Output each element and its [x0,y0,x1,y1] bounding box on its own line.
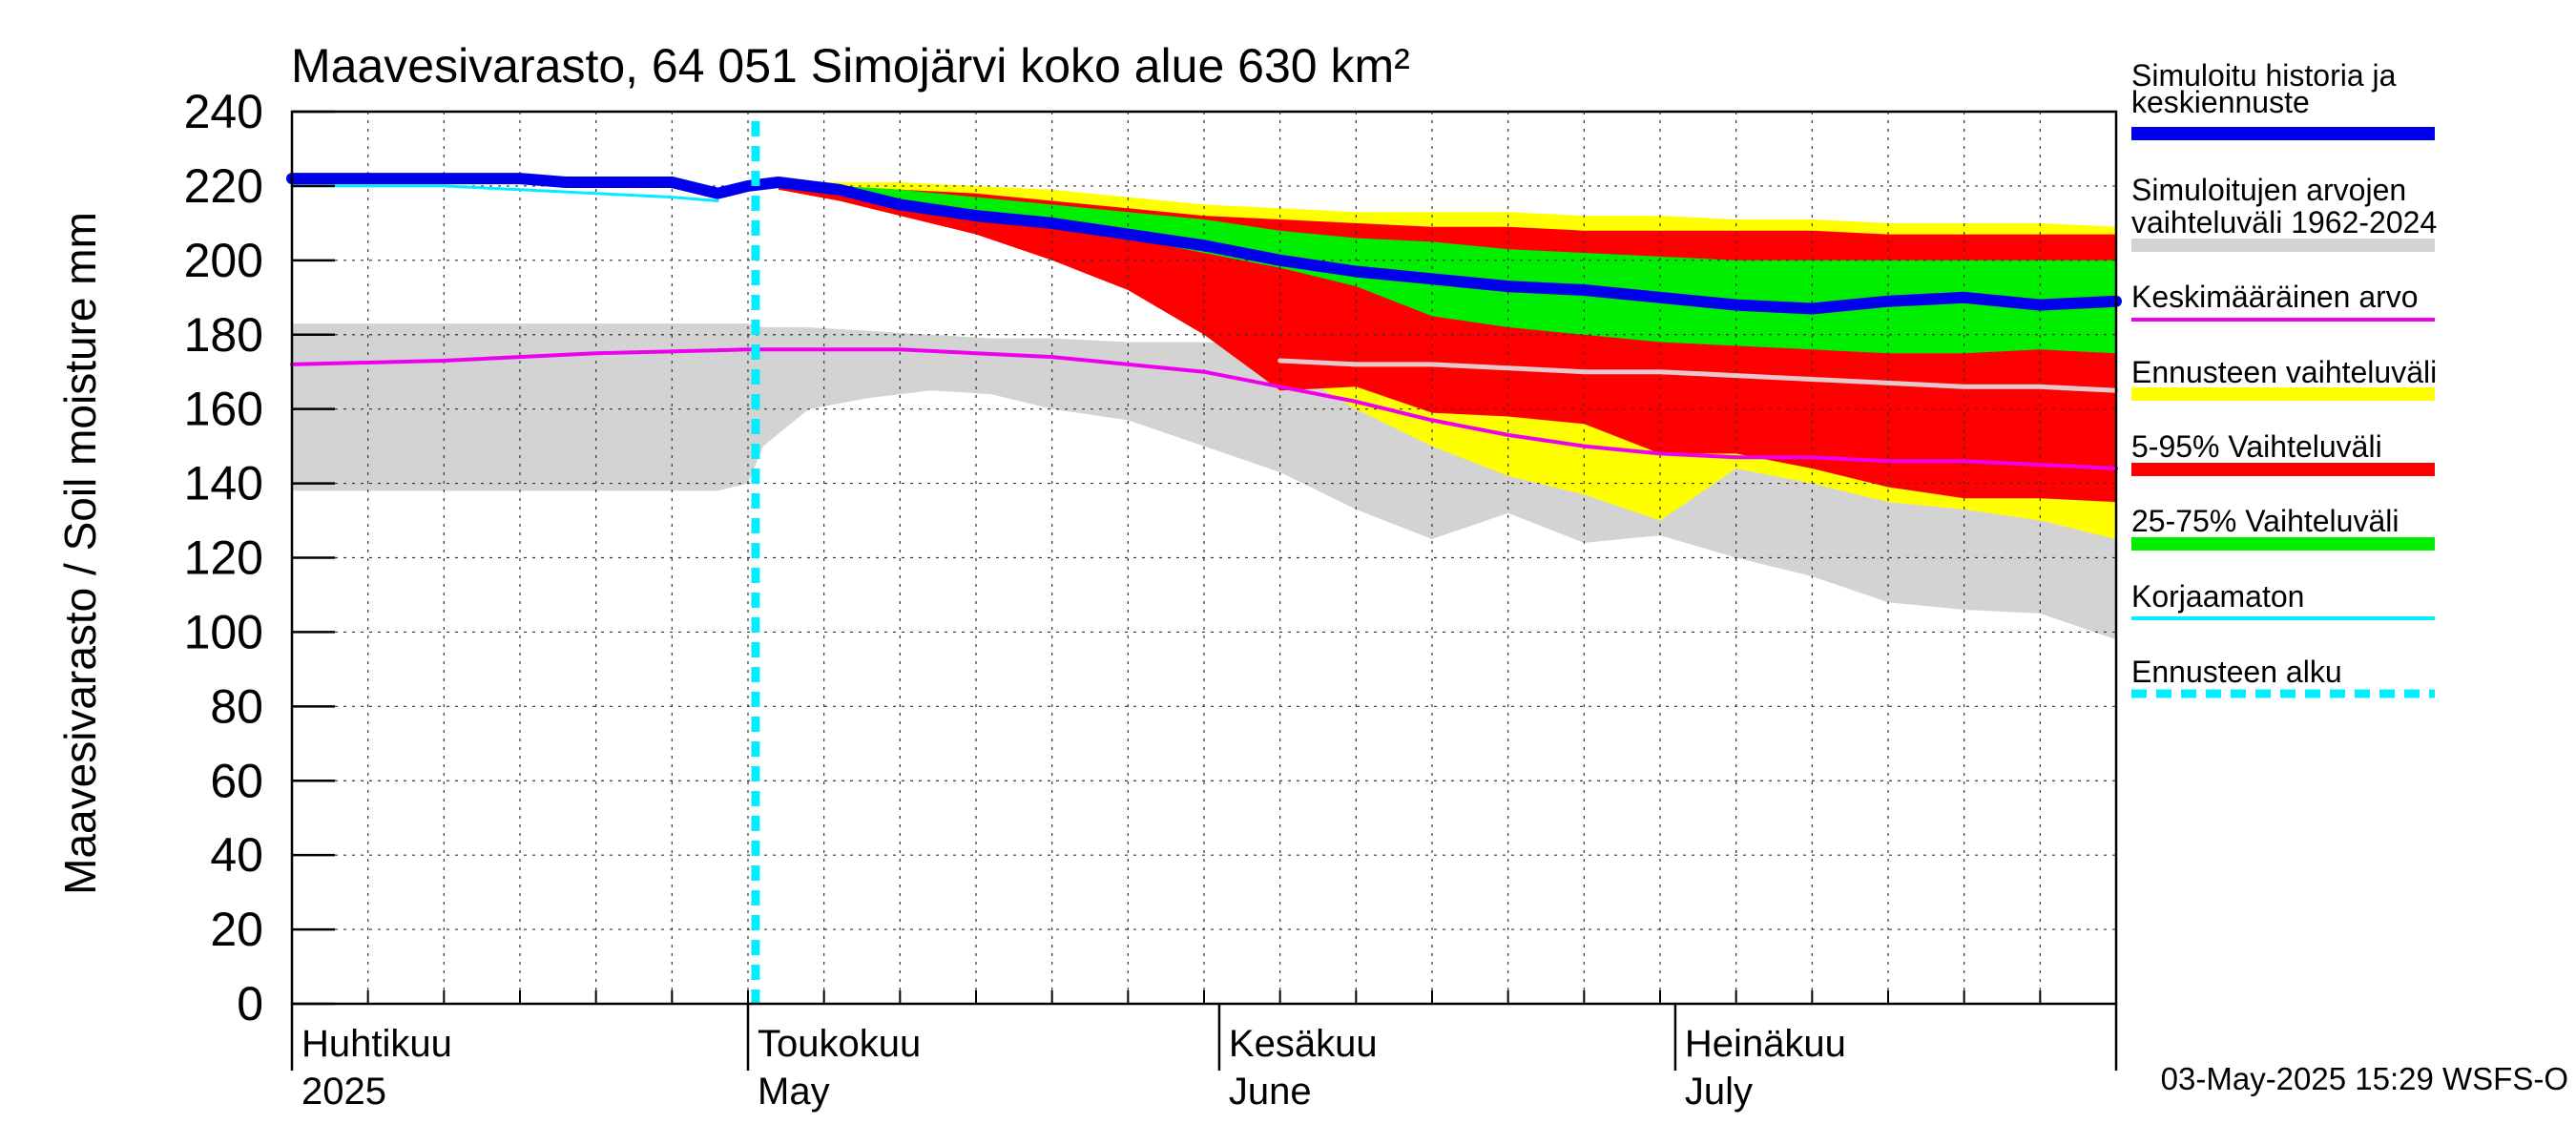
legend-label: vaihteluväli 1962-2024 [2131,205,2437,239]
legend-label: 25-75% Vaihteluväli [2131,504,2399,538]
legend-label: Ennusteen alku [2131,655,2342,689]
y-tick-label: 80 [210,679,263,733]
y-axis-label: Maavesivarasto / Soil moisture mm [55,212,105,895]
y-tick-label: 120 [184,531,263,585]
x-month-label: Heinäkuu [1685,1023,1846,1065]
chart-lines [286,121,2122,1004]
y-tick-label: 140 [184,457,263,510]
x-month-sublabel: May [758,1071,830,1113]
x-month-label: Kesäkuu [1229,1023,1378,1065]
y-tick-label: 0 [237,977,263,1030]
legend-label: Ennusteen vaihteluväli [2131,355,2437,389]
legend-label: 5-95% Vaihteluväli [2131,429,2382,464]
y-tick-label: 60 [210,754,263,807]
y-tick-label: 240 [184,85,263,138]
footer-timestamp: 03-May-2025 15:29 WSFS-O [2161,1061,2568,1096]
y-tick-label: 200 [184,234,263,287]
y-tick-label: 220 [184,159,263,213]
legend-label: Simuloitu historia ja [2131,58,2397,93]
legend-label: Simuloitujen arvojen [2131,173,2406,207]
chart-title: Maavesivarasto, 64 051 Simojärvi koko al… [291,39,1410,93]
legend-label: keskiennuste [2131,85,2310,119]
chart-grid [292,112,2117,1004]
x-month-label: Toukokuu [758,1023,921,1065]
y-tick-label: 100 [184,605,263,658]
x-month-label: Huhtikuu [301,1023,452,1065]
y-tick-label: 160 [184,383,263,436]
line-simulated [286,173,2122,315]
x-month-sublabel: July [1685,1071,1753,1113]
chart-axes: 0 20 40 60 80 100 120 140 160 180 200 220 240 Huhtiku… [184,85,2118,1113]
x-month-sublabel: June [1229,1071,1312,1113]
line-mean [290,347,2118,470]
y-tick-label: 40 [210,828,263,882]
y-tick-label: 20 [210,903,263,956]
x-month-sublabel: 2025 [301,1071,386,1113]
line-median_forecast [1278,358,2119,393]
legend-label: Keskimääräinen arvo [2131,280,2419,314]
y-tick-label: 180 [184,308,263,362]
line-uncorrected [290,184,719,202]
legend-label: Korjaamaton [2131,579,2304,614]
